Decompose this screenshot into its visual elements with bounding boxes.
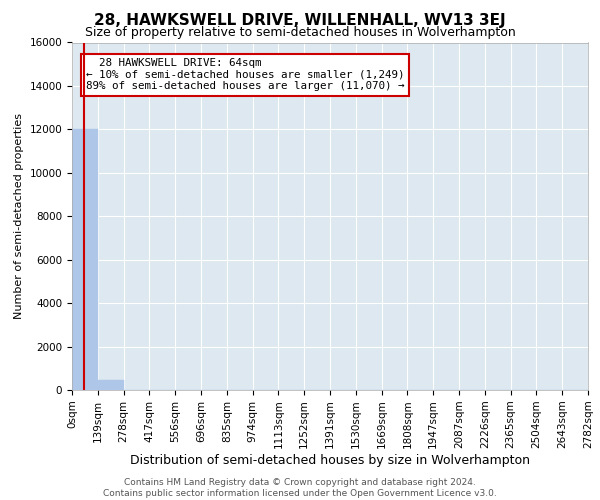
Text: 28 HAWKSWELL DRIVE: 64sqm
← 10% of semi-detached houses are smaller (1,249)
89% : 28 HAWKSWELL DRIVE: 64sqm ← 10% of semi-… [86, 58, 404, 92]
Bar [72, 130, 98, 390]
Text: Contains HM Land Registry data © Crown copyright and database right 2024.
Contai: Contains HM Land Registry data © Crown c… [103, 478, 497, 498]
Y-axis label: Number of semi-detached properties: Number of semi-detached properties [14, 114, 24, 320]
Bar [98, 380, 124, 390]
Text: Size of property relative to semi-detached houses in Wolverhampton: Size of property relative to semi-detach… [85, 26, 515, 39]
X-axis label: Distribution of semi-detached houses by size in Wolverhampton: Distribution of semi-detached houses by … [130, 454, 530, 467]
Text: 28, HAWKSWELL DRIVE, WILLENHALL, WV13 3EJ: 28, HAWKSWELL DRIVE, WILLENHALL, WV13 3E… [94, 12, 506, 28]
